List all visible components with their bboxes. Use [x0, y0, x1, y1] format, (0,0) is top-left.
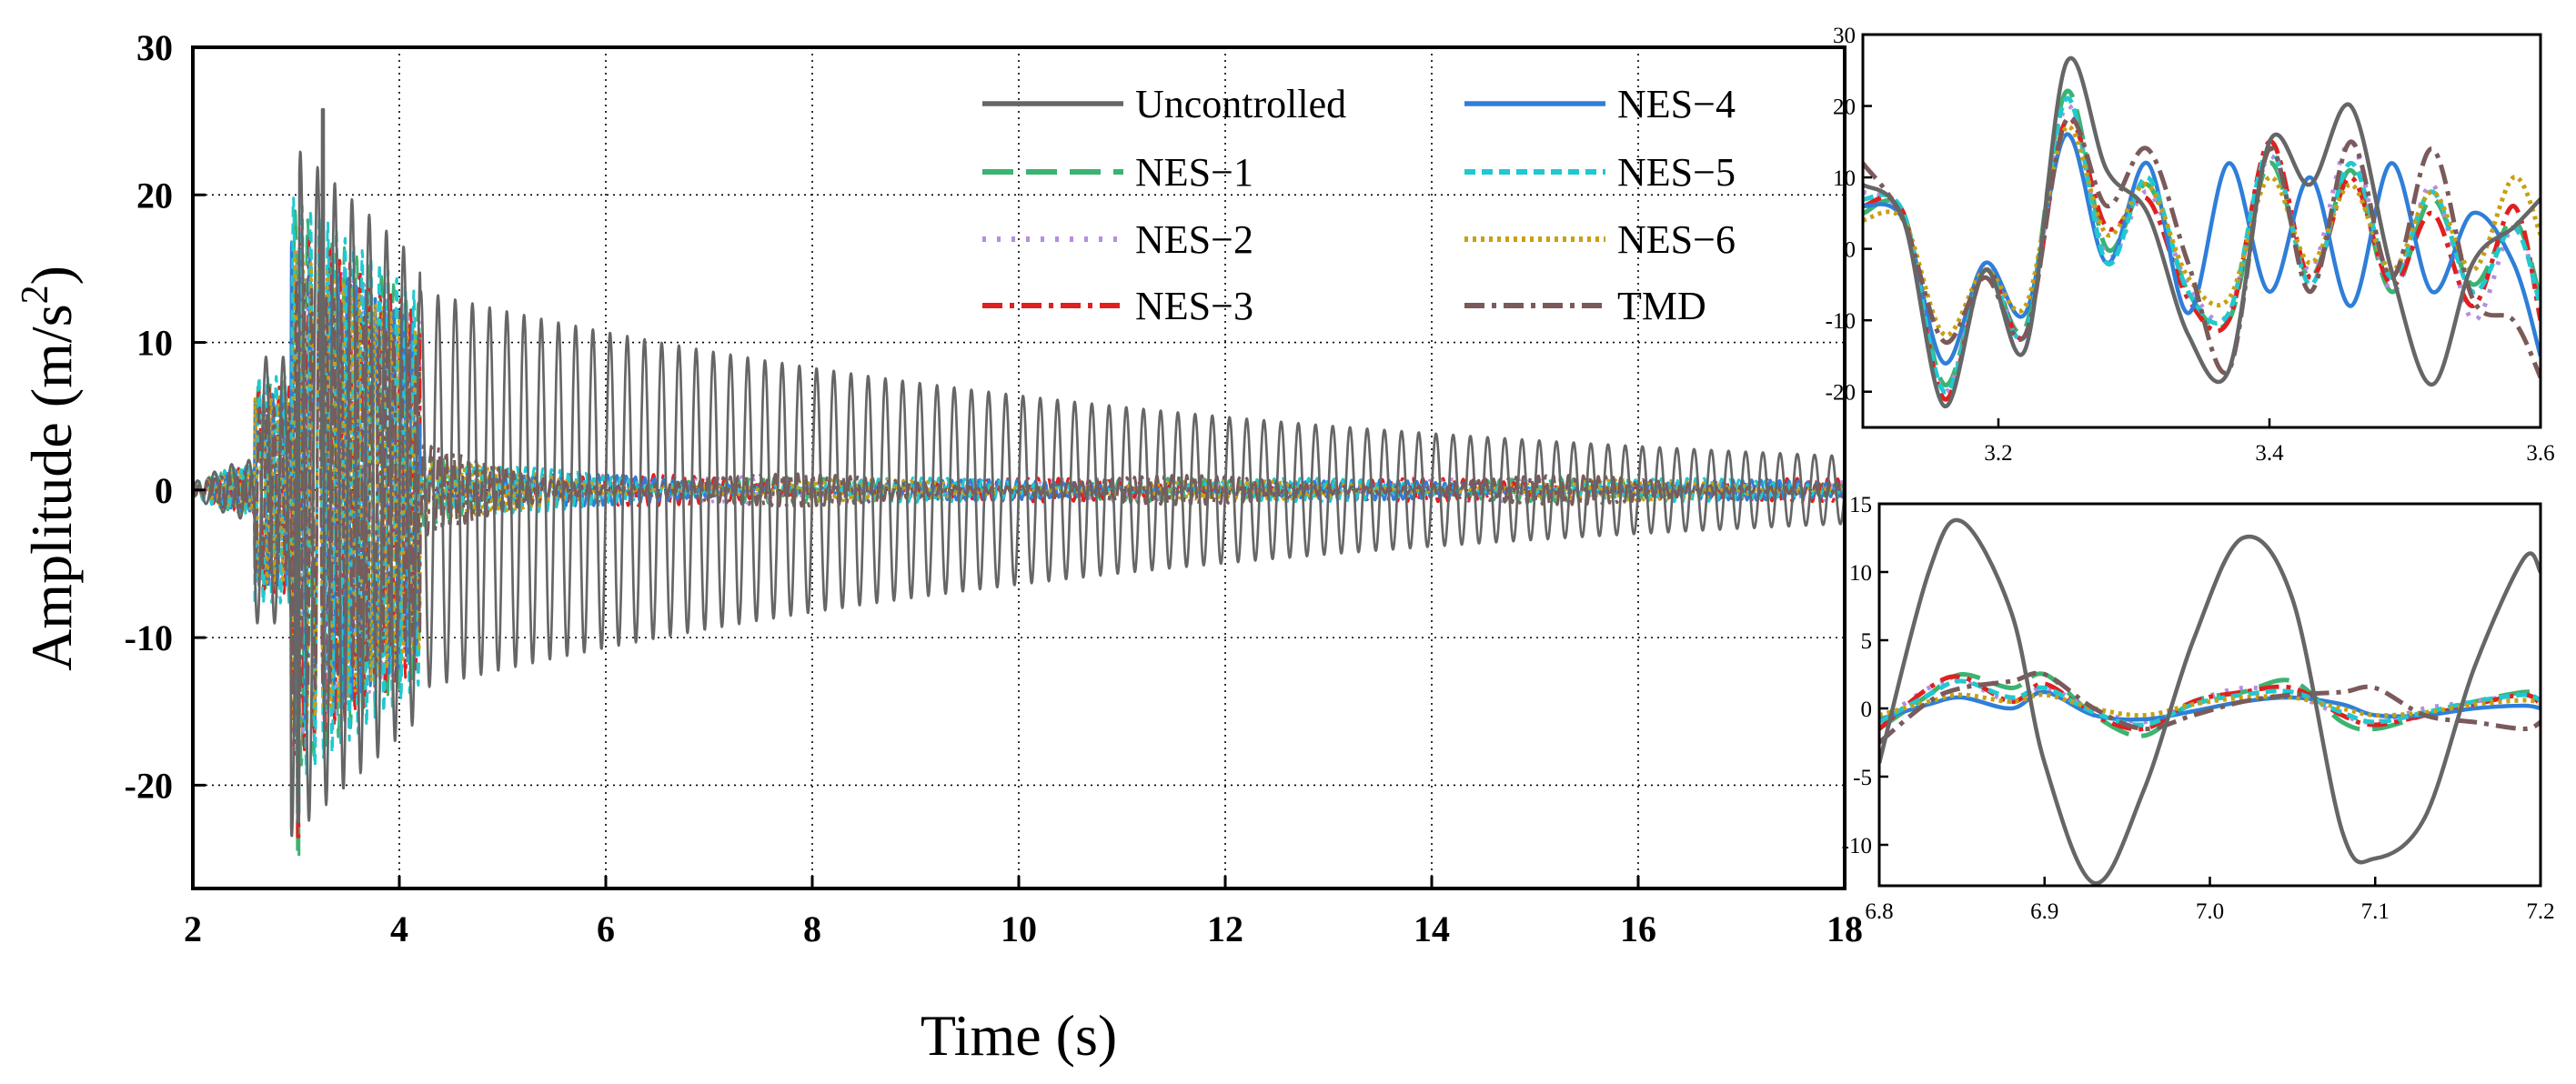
inset-x-tick-label: 3.6: [2526, 441, 2554, 466]
legend-item-uncontrolled: Uncontrolled: [982, 82, 1346, 126]
x-tick-label: 8: [803, 908, 821, 949]
x-tick-label: 6: [597, 908, 615, 949]
legend-label: NES−5: [1617, 150, 1736, 195]
x-tick-label: 2: [184, 908, 202, 949]
inset-x-tick-label: 3.4: [2255, 441, 2284, 466]
legend-label: TMD: [1617, 284, 1706, 328]
legend-item-tmd: TMD: [1464, 284, 1706, 328]
inset-series-uncontrolled: [1863, 55, 2541, 408]
inset-bottom-series: [1879, 517, 2541, 886]
inset-x-tick-label: 6.8: [1865, 899, 1893, 924]
legend-label: NES−2: [1135, 217, 1253, 262]
x-tick-label: 4: [390, 908, 408, 949]
legend-item-nes-3: NES−3: [982, 284, 1253, 328]
legend: Uncontrolled NES−1 NES−2 NES−3 NES−4 NES−5 NES…: [982, 82, 1736, 328]
inset-x-tick-label: 7.0: [2196, 899, 2224, 924]
y-tick-label: 0: [155, 470, 173, 511]
inset-y-tick-label: 0: [1861, 698, 1873, 722]
x-tick-label: 16: [1620, 908, 1656, 949]
y-tick-label: 20: [136, 175, 173, 216]
inset-series-tmd: [1863, 115, 2541, 379]
inset-y-tick-label: 20: [1833, 95, 1856, 120]
inset-top-ticks: 3.2 3.4 3.6 -20 -10 0 10 20 30: [1826, 24, 2555, 466]
y-tick-label: -10: [125, 617, 173, 658]
y-axis-title-close: ): [19, 266, 84, 285]
inset-y-tick-label: -10: [1842, 834, 1872, 858]
inset-series-nes-3: [1863, 115, 2541, 402]
inset-y-tick-label: 0: [1845, 238, 1857, 263]
inset-series-nes-6: [1879, 692, 2541, 718]
y-tick-label: 10: [136, 323, 173, 364]
x-tick-label: 14: [1414, 908, 1450, 949]
y-axis-title-main: Amplitude (m/s: [19, 304, 84, 671]
inset-series-tmd: [1879, 670, 2541, 745]
inset-top-plot: 3.2 3.4 3.6 -20 -10 0 10 20 30: [1826, 24, 2555, 466]
inset-x-tick-label: 6.9: [2030, 899, 2058, 924]
inset-x-tick-label: 7.2: [2526, 899, 2554, 924]
main-series: [193, 107, 1845, 860]
inset-x-tick-label: 7.1: [2361, 899, 2390, 924]
legend-item-nes-2: NES−2: [982, 217, 1253, 262]
inset-y-tick-label: -10: [1826, 309, 1856, 334]
series-line-uncontrolled: [193, 107, 1845, 838]
inset-x-tick-label: 3.2: [1984, 441, 2012, 466]
inset-top-series: [1863, 55, 2541, 408]
inset-y-tick-label: 10: [1849, 561, 1872, 586]
y-axis-title: Amplitude (m/s2): [15, 266, 84, 671]
inset-top-frame: [1861, 33, 2542, 429]
inset-y-tick-label: 30: [1833, 24, 1856, 48]
legend-item-nes-5: NES−5: [1464, 150, 1736, 195]
x-tick-label: 18: [1826, 908, 1863, 949]
y-tick-label: -20: [125, 765, 173, 806]
main-ticks: 2 4 6 8 10 12 14 16 18 -20 -10 0 10 20 30: [125, 27, 1863, 949]
legend-label: NES−4: [1617, 82, 1736, 126]
x-tick-label: 10: [1001, 908, 1037, 949]
x-axis-title: Time (s): [921, 1003, 1117, 1068]
legend-label: NES−6: [1617, 217, 1736, 262]
y-tick-label: 30: [136, 27, 173, 68]
inset-series-nes-4: [1879, 689, 2541, 722]
inset-y-tick-label: 10: [1833, 166, 1856, 191]
legend-item-nes-6: NES−6: [1464, 217, 1736, 262]
legend-label: NES−1: [1135, 150, 1253, 195]
legend-label: NES−3: [1135, 284, 1253, 328]
legend-item-nes-4: NES−4: [1464, 82, 1736, 126]
x-tick-label: 12: [1207, 908, 1243, 949]
inset-y-tick-label: 15: [1849, 493, 1872, 517]
inset-series-nes-4: [1863, 132, 2541, 366]
inset-series-uncontrolled: [1879, 517, 2541, 886]
inset-bottom-ticks: 6.8 6.9 7.0 7.1 7.2 -10 -5 0 5 10 15: [1842, 493, 2555, 924]
inset-y-tick-label: -20: [1826, 381, 1856, 406]
inset-y-tick-label: 5: [1861, 629, 1873, 654]
inset-y-tick-label: -5: [1853, 766, 1872, 790]
inset-bottom-plot: 6.8 6.9 7.0 7.1 7.2 -10 -5 0 5 10 15: [1842, 493, 2555, 924]
legend-label: Uncontrolled: [1135, 82, 1346, 126]
y-axis-title-sup: 2: [15, 285, 56, 304]
legend-item-nes-1: NES−1: [982, 150, 1253, 195]
inset-series-nes-5: [1863, 96, 2541, 395]
